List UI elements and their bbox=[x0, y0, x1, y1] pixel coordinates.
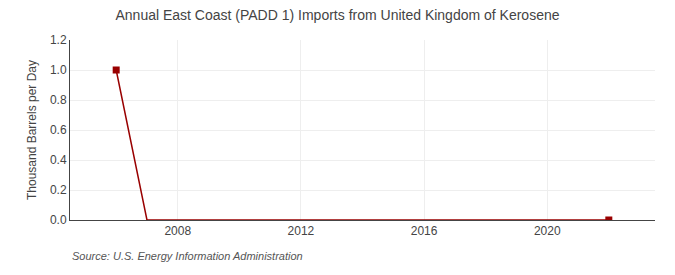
svg-text:1.2: 1.2 bbox=[50, 33, 67, 47]
svg-text:2012: 2012 bbox=[288, 224, 315, 238]
svg-text:0.8: 0.8 bbox=[50, 93, 67, 107]
svg-text:2016: 2016 bbox=[411, 224, 438, 238]
svg-text:1.0: 1.0 bbox=[50, 63, 67, 77]
svg-text:2008: 2008 bbox=[164, 224, 191, 238]
svg-text:0.4: 0.4 bbox=[50, 153, 67, 167]
svg-text:0.6: 0.6 bbox=[50, 123, 67, 137]
svg-text:0.0: 0.0 bbox=[50, 213, 67, 227]
svg-text:2020: 2020 bbox=[534, 224, 561, 238]
svg-text:Annual East Coast (PADD 1) Imp: Annual East Coast (PADD 1) Imports from … bbox=[115, 7, 559, 23]
svg-text:Thousand Barrels per Day: Thousand Barrels per Day bbox=[25, 60, 39, 200]
svg-text:0.2: 0.2 bbox=[50, 183, 67, 197]
svg-text:Source: U.S. Energy Informatio: Source: U.S. Energy Information Administ… bbox=[72, 250, 303, 262]
